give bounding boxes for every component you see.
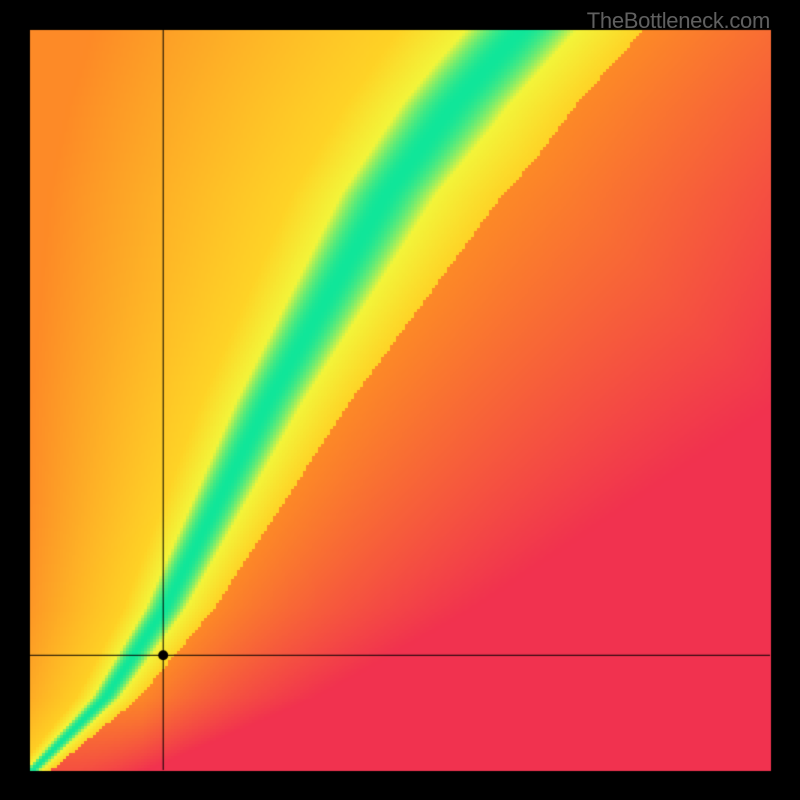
watermark-label: TheBottleneck.com — [587, 8, 770, 34]
bottleneck-heatmap — [0, 0, 800, 800]
